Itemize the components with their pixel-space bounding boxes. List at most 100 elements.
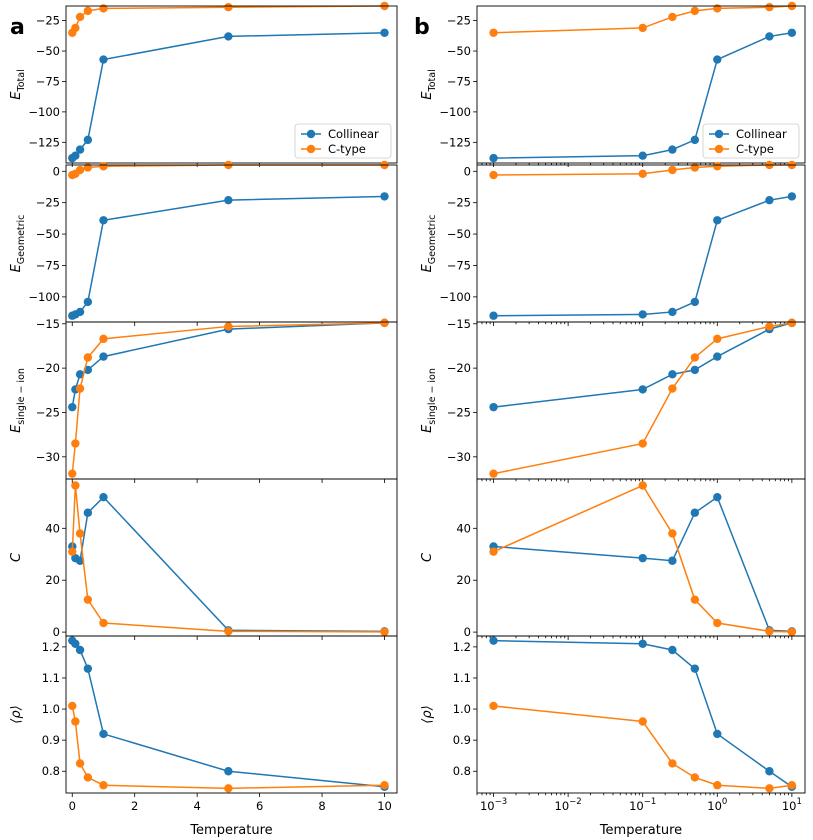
- panel-label-b: b: [414, 15, 430, 40]
- data-point-c-type: [668, 384, 677, 393]
- y-tick-label: −75: [447, 258, 471, 272]
- y-tick-label: 1.0: [453, 702, 471, 716]
- data-point-c-type: [83, 6, 93, 16]
- y-tick-label: −25: [36, 405, 60, 419]
- series-line-collinear: [71, 496, 385, 633]
- data-point-c-type: [99, 618, 108, 628]
- data-point-collinear: [638, 151, 647, 160]
- y-axis-label: EGeometric: [9, 215, 27, 273]
- data-point-c-type: [690, 353, 700, 362]
- panel-a-row-5: 0.8 0.9 1.0 1.1 1.2 0 2 4 6 8 10 ⟨ρ⟩: [9, 635, 398, 813]
- x-tick-exponent: 0: [722, 797, 727, 807]
- data-point-c-type: [713, 4, 722, 13]
- data-point-c-type: [71, 717, 80, 726]
- data-point-collinear: [489, 402, 498, 412]
- y-tick-label: −100: [28, 290, 60, 304]
- y-tick-label: −15: [36, 317, 60, 331]
- data-point-collinear: [690, 508, 700, 517]
- data-point-c-type: [668, 12, 677, 22]
- data-point-collinear: [99, 55, 108, 64]
- data-point-c-type: [75, 384, 85, 393]
- data-point-c-type: [380, 781, 389, 790]
- y-tick-label: −25: [447, 405, 471, 419]
- data-point-collinear: [99, 216, 108, 225]
- legend-label-c-type: C-type: [736, 142, 774, 156]
- y-tick-label: −20: [447, 361, 471, 375]
- panel-label-a: a: [10, 15, 25, 40]
- legend-label-collinear: Collinear: [736, 127, 787, 141]
- y-tick-label: 1.2: [42, 640, 60, 654]
- y-tick-label: −20: [36, 361, 60, 375]
- panel-a-row-2: −100 −75 −50 −25 0 EGeometric: [9, 160, 398, 326]
- data-point-c-type: [68, 469, 77, 478]
- series-line-collinear: [493, 195, 792, 317]
- data-point-c-type: [99, 781, 108, 790]
- data-point-c-type: [99, 334, 108, 344]
- data-point-collinear: [83, 297, 93, 307]
- data-point-collinear: [713, 216, 722, 225]
- data-point-collinear: [713, 729, 722, 739]
- data-point-collinear: [75, 370, 85, 379]
- data-point-collinear: [83, 508, 93, 517]
- x-tick-label: 10−2: [555, 797, 582, 813]
- x-tick-exponent: −3: [495, 797, 508, 807]
- data-point-collinear: [380, 28, 389, 37]
- data-point-c-type: [75, 759, 85, 768]
- data-point-c-type: [668, 759, 677, 768]
- data-point-c-type: [83, 353, 93, 362]
- data-point-c-type: [668, 529, 677, 538]
- y-tick-label: −100: [28, 105, 60, 119]
- series-line-collinear: [71, 195, 385, 317]
- data-point-collinear: [75, 556, 85, 565]
- y-tick-label: 1.0: [42, 702, 60, 716]
- y-tick-label: −50: [447, 227, 471, 241]
- data-point-collinear: [668, 370, 677, 379]
- x-tick-label: 101: [782, 797, 802, 813]
- data-point-c-type: [489, 170, 498, 180]
- x-tick-exponent: −2: [569, 797, 582, 807]
- data-point-collinear: [68, 402, 77, 412]
- data-point-c-type: [690, 773, 700, 782]
- data-point-c-type: [489, 701, 498, 711]
- y-axis-label: ETotal: [9, 69, 27, 99]
- y-axis-label-sub: single − ion: [16, 368, 27, 425]
- panel-b-row-5: 0.80.91.01.11.210−3 10−2 10−1 100 101⟨ρ⟩: [420, 635, 806, 813]
- data-point-c-type: [489, 28, 498, 37]
- legend-marker-collinear: [714, 129, 724, 139]
- data-point-collinear: [690, 664, 700, 673]
- series-line-c-type: [71, 485, 385, 633]
- axes-frame: [65, 635, 398, 794]
- data-point-collinear: [787, 192, 797, 201]
- y-tick-label: −125: [28, 135, 60, 149]
- y-tick-label: −25: [447, 14, 471, 28]
- y-tick-label: −25: [36, 196, 60, 210]
- data-point-c-type: [638, 481, 647, 490]
- data-point-collinear: [83, 664, 93, 673]
- y-axis-label-sub: Total: [16, 69, 27, 92]
- data-point-collinear: [75, 307, 85, 317]
- y-tick-label: −30: [447, 450, 471, 464]
- y-tick-label: 0.8: [42, 764, 60, 778]
- data-point-collinear: [489, 153, 498, 163]
- data-point-collinear: [380, 192, 389, 201]
- y-axis-label-sub: Geometric: [16, 215, 27, 265]
- y-tick-label: 1.1: [42, 671, 60, 685]
- y-tick-label: −25: [447, 196, 471, 210]
- data-point-c-type: [380, 627, 389, 637]
- data-point-c-type: [765, 3, 774, 12]
- series-line-collinear: [493, 639, 793, 788]
- data-point-collinear: [75, 145, 85, 154]
- data-point-c-type: [71, 23, 80, 33]
- data-point-collinear: [668, 307, 677, 317]
- series-line-c-type: [71, 322, 385, 474]
- legend-label-collinear: Collinear: [328, 127, 379, 141]
- data-point-collinear: [99, 352, 108, 361]
- y-tick-label: 1.1: [453, 671, 471, 685]
- data-point-collinear: [765, 32, 774, 41]
- y-axis-label: C: [9, 552, 24, 562]
- series-line-c-type: [493, 322, 792, 475]
- y-axis-label: C: [420, 552, 435, 562]
- data-point-c-type: [83, 773, 93, 782]
- data-point-c-type: [668, 165, 677, 175]
